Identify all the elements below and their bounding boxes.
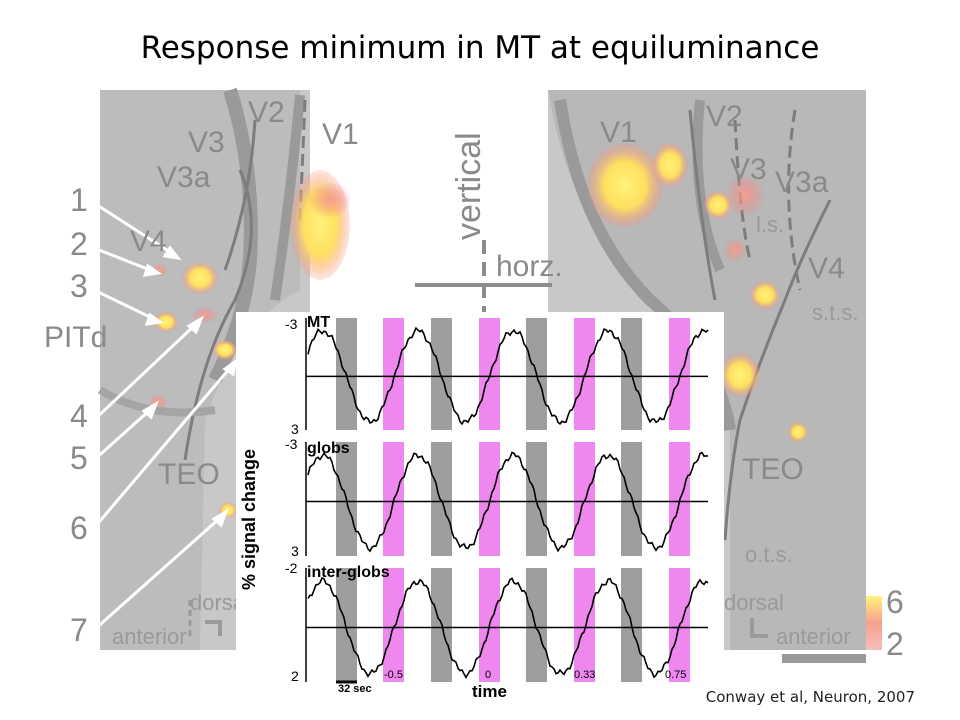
marker-number-5: 5 <box>70 440 88 476</box>
marker-number-3: 3 <box>70 268 88 304</box>
xtick-4: 0.75 <box>665 669 687 681</box>
x-axis-label: time <box>472 682 507 701</box>
signal-trace <box>307 326 709 426</box>
xtick-3: 0.33 <box>574 669 596 681</box>
stimulus-block <box>669 318 690 430</box>
label-v3-right: V3 <box>730 153 767 186</box>
trace-label-interglobs: inter-globs <box>307 564 390 581</box>
trace1-bottom-tick: 3 <box>291 421 299 437</box>
label-anterior-right: anterior <box>776 624 851 649</box>
stimulus-block <box>383 568 404 682</box>
stimulus-block <box>526 568 547 682</box>
xtick-2: 0 <box>485 669 492 681</box>
timecourse-panel <box>236 312 724 707</box>
label-sts: s.t.s. <box>812 300 859 325</box>
y-axis-label: % signal change <box>239 448 259 590</box>
signal-trace <box>307 451 709 553</box>
label-horizontal: horz. <box>496 250 563 283</box>
label-v1-left: V1 <box>322 118 359 151</box>
label-v3a-right: V3a <box>775 166 829 199</box>
marker-number-2: 2 <box>70 226 88 262</box>
label-v3-left: V3 <box>188 126 225 159</box>
trace1-top-tick: -3 <box>285 316 298 332</box>
stimulus-block <box>431 318 452 430</box>
label-pitd: PITd <box>44 321 108 354</box>
xtick-1: -0.5 <box>384 669 403 681</box>
label-v2-left: V2 <box>248 96 285 129</box>
label-teo-right: TEO <box>742 453 804 486</box>
marker-number-7: 7 <box>70 612 88 648</box>
label-v2-right: V2 <box>706 100 743 133</box>
stimulus-block <box>336 568 357 682</box>
scale-bar-label: 32 sec <box>338 683 372 695</box>
color-scale-min: 2 <box>886 626 904 662</box>
trace3-bottom-tick: 2 <box>291 668 299 684</box>
slide-title: Response minimum in MT at equiluminance <box>140 30 820 66</box>
stimulus-block <box>431 442 452 556</box>
timecourse-plot <box>305 318 709 684</box>
label-teo-left: TEO <box>158 458 220 491</box>
stimulus-block <box>574 568 595 682</box>
marker-number-1: 1 <box>70 182 88 218</box>
citation: Conway et al, Neuron, 2007 <box>705 688 915 706</box>
label-v4-left: V4 <box>130 225 167 258</box>
number-arrows <box>92 201 239 632</box>
label-dorsal-right: dorsal <box>724 590 784 615</box>
trace-label-globs: globs <box>307 440 350 457</box>
label-dorsal-left: dorsal <box>190 590 250 615</box>
label-ls: l.s. <box>756 212 785 237</box>
label-anterior-left: anterior <box>112 624 187 649</box>
stimulus-block <box>574 442 595 556</box>
stimulus-block <box>479 442 500 556</box>
label-v4-right: V4 <box>808 252 845 285</box>
label-ots: o.t.s. <box>745 542 793 567</box>
marker-number-4: 4 <box>70 398 88 434</box>
trace2-bottom-tick: 3 <box>291 543 299 559</box>
signal-trace <box>307 576 709 679</box>
color-scale-max: 6 <box>886 584 904 620</box>
marker-number-6: 6 <box>70 510 88 546</box>
trace-label-mt: MT <box>307 314 331 331</box>
label-vertical: vertical <box>450 132 488 240</box>
label-v3a-left: V3a <box>157 161 211 194</box>
trace3-top-tick: -2 <box>285 560 298 576</box>
stimulus-block <box>479 318 500 430</box>
label-v1-right: V1 <box>600 116 637 149</box>
stimulus-block <box>383 318 404 430</box>
trace2-top-tick: -3 <box>285 436 298 452</box>
